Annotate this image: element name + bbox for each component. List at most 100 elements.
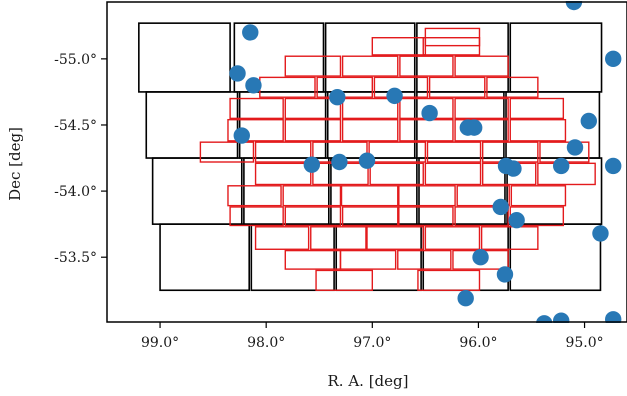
small-field <box>399 55 454 77</box>
y-tick-label: -53.5° <box>54 250 97 266</box>
small-field <box>254 141 312 163</box>
small-field <box>341 118 399 142</box>
small-field <box>341 97 399 120</box>
small-field <box>339 249 397 270</box>
large-field <box>509 223 602 292</box>
x-axis-ticks: 99.0° 98.0° 97.0° 96.0° 95.0° <box>141 322 604 351</box>
data-point <box>592 225 609 242</box>
small-field <box>254 162 312 186</box>
small-field <box>510 185 567 207</box>
data-point <box>505 160 522 177</box>
x-tick-label: 97.0° <box>353 335 391 351</box>
small-field <box>229 97 284 120</box>
small-field <box>486 76 539 98</box>
small-field <box>454 206 509 227</box>
large-field <box>416 22 509 93</box>
x-tick-label: 99.0° <box>141 335 179 351</box>
data-point <box>566 139 584 156</box>
data-point <box>508 211 525 229</box>
large-field <box>335 223 422 292</box>
outside-mask <box>0 0 627 1</box>
large-field <box>138 22 231 93</box>
small-field <box>284 118 342 142</box>
large-field <box>324 22 416 93</box>
y-tick-label: -54.0° <box>54 184 97 200</box>
x-axis-label: R. A. [deg] <box>328 372 409 390</box>
small-field <box>284 97 342 120</box>
small-field <box>399 118 454 142</box>
small-field <box>398 185 456 207</box>
data-point <box>605 157 622 175</box>
data-point <box>492 198 509 216</box>
outside-mask <box>0 323 627 396</box>
large-field <box>418 157 506 225</box>
large-field <box>422 223 509 292</box>
small-field <box>424 226 481 250</box>
small-field <box>480 226 539 250</box>
small-field-layer <box>199 27 596 291</box>
small-field <box>426 141 482 163</box>
axes-border <box>106 1 627 323</box>
small-field <box>315 269 374 291</box>
small-field <box>229 206 284 227</box>
data-point <box>496 266 514 283</box>
data-point <box>472 249 489 266</box>
small-field <box>456 185 510 207</box>
data-point <box>553 157 570 175</box>
data-point <box>358 152 376 169</box>
x-tick-label: 95.0° <box>565 335 603 351</box>
y-tick-label: -54.5° <box>54 118 97 134</box>
data-point <box>421 104 438 122</box>
small-field <box>424 27 481 47</box>
x-tick-label: 96.0° <box>459 335 497 351</box>
point-layer <box>229 0 622 332</box>
small-field <box>259 76 316 98</box>
small-field <box>199 141 255 163</box>
small-field <box>227 118 284 142</box>
small-field <box>227 185 282 207</box>
data-point <box>459 119 477 136</box>
large-field <box>159 223 251 292</box>
small-field <box>509 97 565 120</box>
large-field <box>233 22 325 93</box>
data-point <box>580 112 597 130</box>
data-point <box>245 77 262 94</box>
small-field <box>454 118 509 142</box>
y-axis-ticks: -53.5° -54.0° -54.5° -55.0° <box>54 52 107 266</box>
data-point <box>303 156 321 173</box>
small-field <box>368 141 427 163</box>
large-field <box>250 223 335 292</box>
small-field <box>254 226 310 250</box>
small-field <box>454 55 509 77</box>
y-tick-label: -55.0° <box>54 52 97 68</box>
small-field <box>509 118 567 142</box>
small-field <box>340 185 399 207</box>
small-field <box>397 249 452 270</box>
data-point <box>331 153 348 171</box>
data-point <box>386 87 403 105</box>
small-field <box>284 249 342 270</box>
y-axis-label: Dec [deg] <box>6 127 24 201</box>
data-point <box>457 289 474 307</box>
small-field <box>417 269 481 291</box>
data-point <box>242 24 259 41</box>
data-point <box>605 50 622 68</box>
small-field <box>310 226 367 250</box>
large-field <box>145 91 239 159</box>
x-tick-label: 98.0° <box>247 335 285 351</box>
small-field <box>428 76 486 98</box>
data-point <box>233 127 250 144</box>
small-field <box>284 55 342 77</box>
small-field <box>341 55 399 77</box>
small-field <box>284 206 342 227</box>
large-field <box>509 22 603 93</box>
data-point <box>229 65 246 82</box>
small-field <box>341 206 399 227</box>
small-field <box>454 97 509 120</box>
small-field <box>282 185 342 207</box>
small-field <box>424 162 482 186</box>
small-field <box>366 226 424 250</box>
data-point <box>329 89 346 106</box>
